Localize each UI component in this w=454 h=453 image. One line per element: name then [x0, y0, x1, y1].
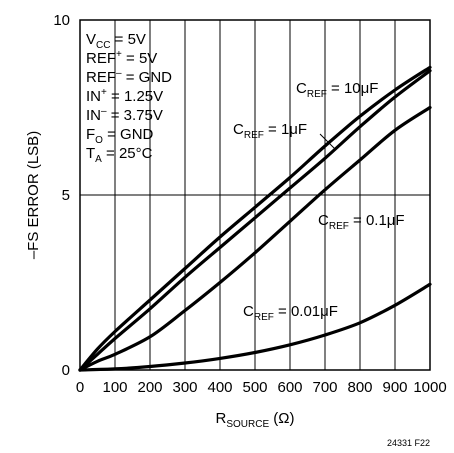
- x-tick-label-900: 900: [382, 379, 407, 396]
- condition-line-3: REF– = GND: [86, 68, 172, 86]
- x-tick-label-1000: 1000: [413, 379, 446, 396]
- x-tick-label-700: 700: [312, 379, 337, 396]
- condition-line-6: FO = GND: [86, 126, 154, 146]
- curve-cref-0p01uf: [78, 282, 432, 372]
- x-tick-labels: 0 100 200 300 400 500 600 700 800 900 1000: [76, 379, 447, 396]
- condition-line-5: IN– = 3.75V: [86, 106, 163, 124]
- y-axis-title: –FS ERROR (LSB): [25, 131, 42, 259]
- x-tick-label-100: 100: [102, 379, 127, 396]
- x-axis-title: RSOURCE (Ω): [215, 410, 294, 430]
- y-tick-label-10: 10: [53, 12, 70, 29]
- figure-id: 24331 F22: [387, 438, 430, 448]
- x-tick-label-400: 400: [207, 379, 232, 396]
- label-cref-0p1uf: CREF = 0.1μF: [318, 212, 405, 232]
- y-tick-label-5: 5: [62, 187, 70, 204]
- x-tick-label-0: 0: [76, 379, 84, 396]
- condition-line-7: TA = 25°C: [86, 145, 153, 165]
- label-cref-1uf: CREF = 1μF: [233, 121, 307, 141]
- curve-cref-10uf: [78, 65, 432, 372]
- curve-cref-0p1uf: [78, 105, 432, 372]
- condition-line-4: IN+ = 1.25V: [86, 87, 163, 105]
- x-tick-label-500: 500: [242, 379, 267, 396]
- x-tick-label-200: 200: [137, 379, 162, 396]
- label-leader-1uf: [319, 133, 337, 151]
- x-tick-label-300: 300: [172, 379, 197, 396]
- condition-line-1: VCC = 5V: [86, 31, 146, 51]
- curves: [78, 65, 432, 372]
- label-cref-10uf: CREF = 10μF: [296, 80, 378, 100]
- x-tick-label-600: 600: [277, 379, 302, 396]
- x-tick-label-800: 800: [347, 379, 372, 396]
- y-tick-label-0: 0: [62, 362, 70, 379]
- y-tick-labels: 0 5 10: [53, 12, 70, 379]
- label-cref-0p01uf: CREF = 0.01μF: [243, 303, 338, 323]
- curve-cref-1uf: [78, 69, 432, 372]
- condition-line-2: REF+ = 5V: [86, 49, 157, 67]
- grid: [80, 20, 430, 370]
